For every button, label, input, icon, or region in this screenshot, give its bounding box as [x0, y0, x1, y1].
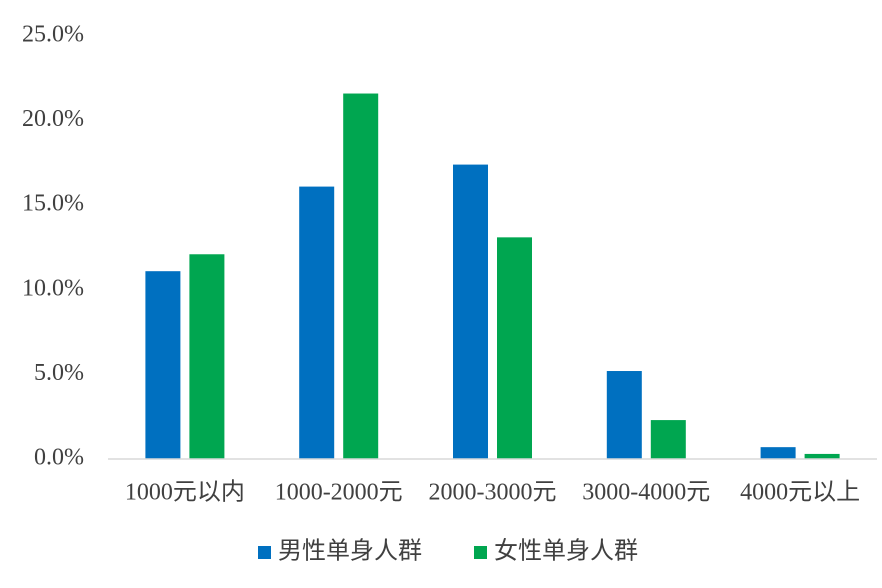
bar	[606, 371, 642, 459]
y-tick-label: 10.0%	[22, 275, 84, 301]
legend-swatch	[474, 546, 487, 559]
bar	[189, 254, 225, 459]
bar	[453, 164, 488, 460]
bar	[804, 453, 840, 459]
x-tick-label: 2000-3000元	[429, 480, 557, 506]
legend-label: 男性单身人群	[278, 538, 422, 565]
x-tick-label: 3000-4000元	[582, 480, 710, 506]
bar	[760, 447, 796, 459]
legend-swatch	[258, 546, 271, 559]
y-tick-label: 15.0%	[22, 191, 84, 217]
x-tick-label: 4000元以上	[740, 479, 860, 506]
y-tick-label: 20.0%	[22, 106, 84, 132]
bar	[343, 93, 379, 459]
bar	[299, 186, 335, 459]
y-tick-label: 0.0%	[34, 445, 84, 471]
legend-label: 女性单身人群	[494, 538, 638, 565]
x-tick-label: 1000元以内	[125, 479, 245, 506]
bar	[145, 271, 181, 459]
bar	[650, 420, 686, 459]
bar	[497, 237, 532, 459]
x-tick-label: 1000-2000元	[275, 480, 403, 506]
y-tick-label: 25.0%	[22, 22, 84, 48]
y-tick-label: 5.0%	[34, 360, 84, 386]
